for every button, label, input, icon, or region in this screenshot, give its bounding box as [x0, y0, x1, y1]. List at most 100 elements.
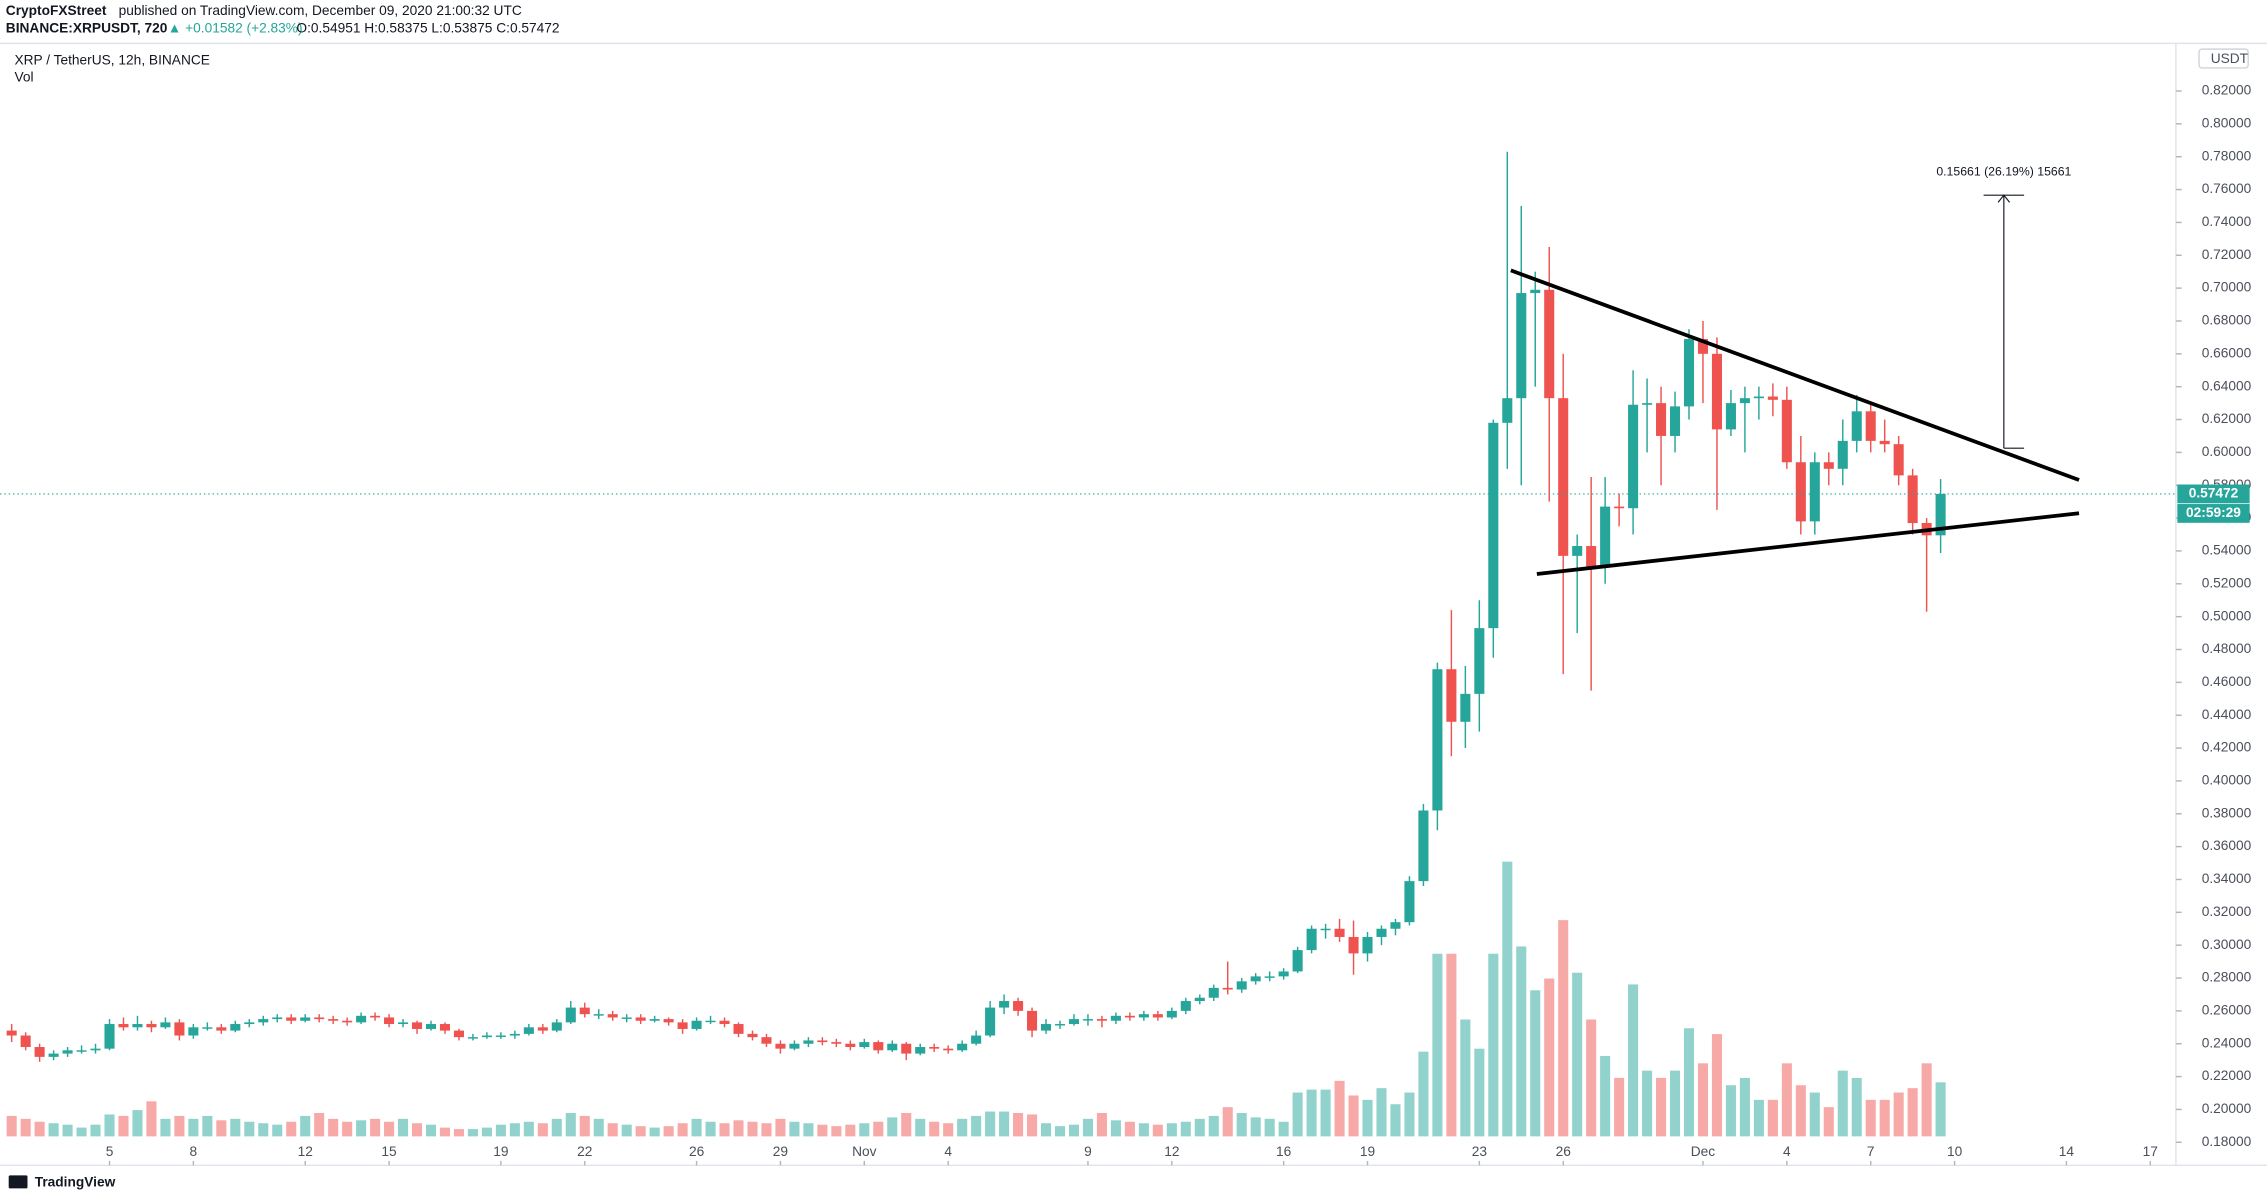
volume-bar — [901, 1112, 912, 1137]
volume-bar — [621, 1124, 632, 1137]
candle-body — [62, 1050, 73, 1054]
volume-bar — [1697, 1063, 1709, 1137]
volume-bar — [1488, 953, 1499, 1137]
volume-bar — [328, 1118, 339, 1137]
symbol: BINANCE:XRPUSDT, 720 — [6, 21, 168, 36]
candle-body — [20, 1035, 31, 1048]
measure-tool — [1983, 194, 2025, 449]
candle-body — [286, 1017, 297, 1021]
volume-bar — [1404, 1092, 1415, 1137]
volume-bar — [1138, 1123, 1149, 1137]
candle-body — [649, 1019, 660, 1021]
candle-body — [188, 1027, 199, 1036]
volume-bar — [1320, 1089, 1331, 1137]
candle-body — [1893, 444, 1904, 476]
volume-bar — [286, 1121, 297, 1137]
volume-bar — [593, 1118, 604, 1137]
volume-bar — [943, 1123, 954, 1137]
volume-bar — [1893, 1092, 1904, 1137]
candle-body — [761, 1037, 772, 1044]
volume-bar — [1851, 1077, 1862, 1137]
publisher: CryptoFXStreet — [6, 3, 107, 18]
volume-bar — [663, 1126, 674, 1137]
candle-body — [1334, 928, 1345, 937]
candle-body — [705, 1020, 716, 1023]
candle-body — [1558, 398, 1569, 556]
volume-bar — [1558, 920, 1569, 1137]
y-tick-label: 0.82000 — [2202, 83, 2252, 98]
footer-logo: TradingView — [8, 1174, 116, 1189]
volume-bar — [1711, 1034, 1722, 1137]
candle-body — [929, 1047, 940, 1049]
candle-body — [1376, 928, 1387, 937]
volume-bar — [789, 1121, 800, 1137]
volume-bar — [411, 1123, 423, 1137]
volume-bar — [20, 1118, 31, 1137]
candle-body — [1516, 293, 1527, 399]
volume-bar — [1879, 1099, 1890, 1137]
candle-body — [356, 1015, 367, 1023]
x-tick-label: 5 — [106, 1144, 114, 1159]
volume-bar — [48, 1123, 59, 1137]
volume-bar — [985, 1111, 996, 1137]
volume-bar — [1725, 1085, 1736, 1137]
volume-bar — [1418, 1051, 1429, 1137]
candle-body — [1264, 976, 1275, 978]
volume-bar — [1040, 1123, 1052, 1137]
x-tick-label: 23 — [1472, 1144, 1488, 1159]
volume-bar — [132, 1110, 143, 1137]
volume-bar — [1054, 1126, 1066, 1137]
candle-body — [1781, 399, 1792, 463]
candle-body — [481, 1035, 492, 1038]
volume-bar — [495, 1124, 506, 1137]
volume-bar — [62, 1124, 73, 1137]
volume-bar — [1837, 1070, 1848, 1137]
volume-bar — [118, 1115, 129, 1137]
volume-bar — [216, 1120, 227, 1137]
currency-box[interactable] — [2198, 48, 2249, 69]
volume-bar — [1376, 1088, 1387, 1137]
candle-body — [1068, 1019, 1080, 1025]
candle-body — [915, 1047, 926, 1054]
y-tick-label: 0.42000 — [2202, 740, 2252, 755]
candle-body — [174, 1022, 185, 1036]
volume-bar — [1110, 1120, 1121, 1137]
candle-body — [1837, 440, 1848, 469]
candle-body — [635, 1017, 646, 1021]
volume-bar — [1781, 1063, 1792, 1137]
y-tick-label: 0.70000 — [2202, 280, 2252, 295]
candle-body — [1628, 404, 1639, 509]
volume-bar — [174, 1115, 185, 1137]
volume-bar — [775, 1118, 786, 1137]
countdown-tag — [2177, 504, 2250, 523]
candle-body — [733, 1024, 744, 1034]
y-tick-label: 0.30000 — [2202, 937, 2252, 952]
candle-body — [1795, 462, 1806, 522]
candle-body — [216, 1027, 227, 1031]
x-tick-label: 26 — [1556, 1144, 1572, 1159]
last-price: 0.57472 — [2189, 486, 2239, 501]
candle-body — [132, 1024, 143, 1028]
volume-bar — [1278, 1121, 1289, 1137]
candle-body — [1572, 546, 1583, 556]
y-tick-label: 0.68000 — [2202, 313, 2252, 328]
candle-body — [1725, 403, 1736, 430]
last-price-tag — [2177, 484, 2250, 504]
candle-body — [495, 1035, 506, 1037]
volume-bar — [202, 1115, 213, 1137]
candle-body — [328, 1019, 339, 1021]
ohlc: O:0.54951 H:0.58375 L:0.53875 C:0.57472 — [296, 21, 559, 36]
y-tick-label: 0.38000 — [2202, 805, 2252, 820]
trendline-lower — [1536, 511, 2080, 576]
candle-body — [873, 1042, 884, 1051]
volume-bar — [537, 1123, 548, 1137]
candle-body — [300, 1017, 311, 1021]
candle-body — [1418, 810, 1429, 882]
candle-body — [1348, 936, 1359, 954]
candle-body — [1166, 1010, 1177, 1018]
y-tick-label: 0.40000 — [2202, 773, 2252, 788]
candle-body — [509, 1033, 520, 1036]
currency: USDT — [2211, 51, 2249, 66]
